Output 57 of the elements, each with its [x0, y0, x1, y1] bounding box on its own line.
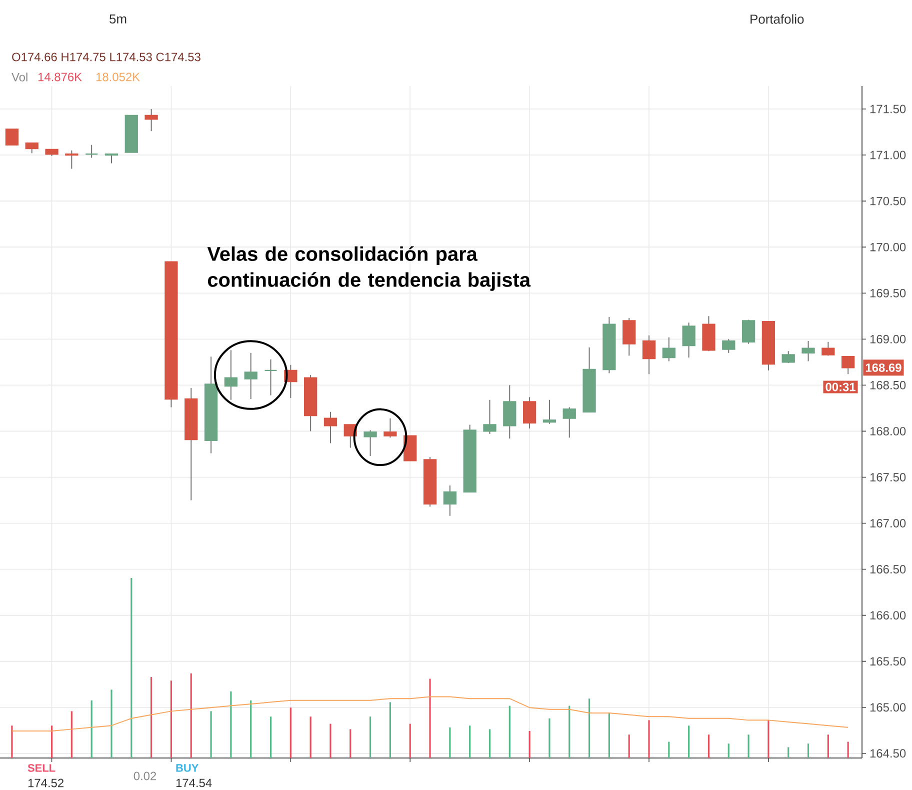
- candlestick: [822, 341, 835, 356]
- text: 18.052K: [96, 72, 140, 82]
- candlestick: [25, 142, 38, 154]
- candlestick: [264, 358, 278, 396]
- y-tick-label: 171.50: [870, 104, 906, 114]
- candlestick: [364, 430, 377, 457]
- candlestick: [104, 154, 118, 164]
- candlestick: [224, 350, 238, 400]
- y-tick-label: 168.00: [870, 426, 906, 436]
- y-tick-label: 169.50: [870, 288, 906, 298]
- annotation: 168.69: [866, 363, 902, 372]
- text: 5m: [110, 14, 126, 24]
- y-tick-label: 167.50: [870, 472, 906, 482]
- y-tick-label: 167.00: [870, 519, 906, 528]
- candlestick: [244, 352, 258, 400]
- text: 174.54: [176, 778, 212, 788]
- candlestick: [324, 411, 338, 444]
- candlestick: [522, 396, 536, 429]
- y-tick-label: 165.50: [870, 657, 906, 666]
- candlestick: [65, 150, 78, 170]
- candlestick: [722, 338, 736, 354]
- annotation: 00:31: [826, 382, 856, 392]
- candlestick: [742, 319, 756, 344]
- text: 174.52: [28, 778, 64, 788]
- y-tick-label: 170.00: [870, 242, 906, 252]
- text: 14.876K: [38, 72, 82, 82]
- candlestick: [483, 399, 496, 434]
- y-tick-label: 164.50: [870, 749, 906, 758]
- candlestick: [144, 108, 158, 132]
- y-tick-label: 166.50: [870, 565, 906, 574]
- candlestick: [842, 356, 855, 375]
- candlestick: [5, 128, 19, 146]
- candlestick: [802, 340, 815, 362]
- candlestick: [85, 144, 98, 158]
- candlestick: [642, 334, 656, 375]
- text: Vol: [12, 72, 28, 82]
- text: BUY: [176, 764, 198, 772]
- annotation: Velas de consolidación para continuación de tendencia bajista: [207, 246, 531, 291]
- candlestick: [443, 485, 456, 516]
- candlestick: [503, 384, 516, 440]
- candlestick: [562, 406, 576, 438]
- text: O174.66 H174.75 L174.53 C174.53: [12, 52, 200, 62]
- text: Portafolio: [750, 14, 804, 24]
- candlestick: [384, 418, 397, 438]
- y-tick-label: 168.50: [870, 380, 906, 390]
- candlestick: [622, 317, 636, 356]
- y-tick-label: 169.00: [870, 334, 906, 344]
- y-tick-label: 165.00: [870, 703, 906, 712]
- text: 0.02: [134, 772, 156, 780]
- y-tick-label: 166.00: [870, 611, 906, 620]
- text: SELL: [28, 764, 56, 772]
- candlestick: [782, 350, 795, 364]
- candlestick: [662, 336, 676, 362]
- candlestick: [542, 399, 556, 424]
- y-tick-label: 171.00: [870, 150, 906, 160]
- candlestick: [682, 322, 696, 358]
- y-tick-label: 170.50: [870, 196, 906, 206]
